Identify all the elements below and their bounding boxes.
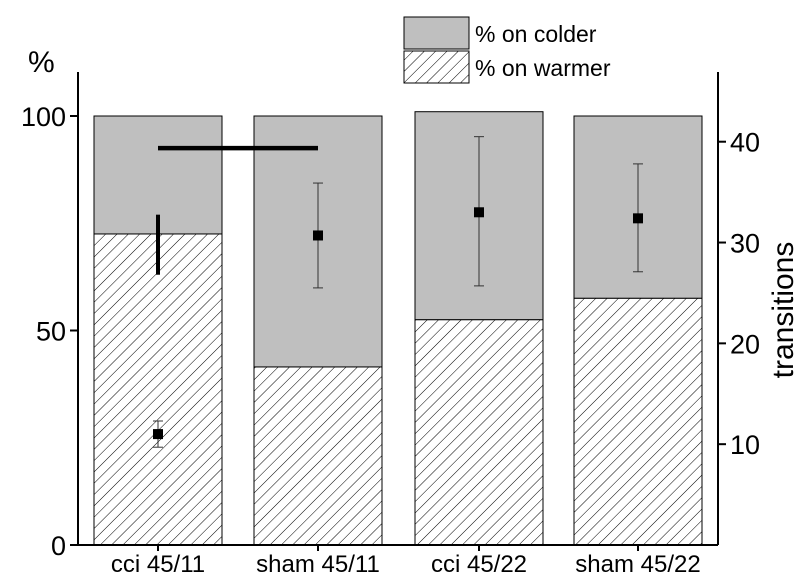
- bar-colder: [93, 115, 223, 235]
- left-axis-unit: %: [28, 46, 55, 79]
- bar-warmer: [93, 233, 223, 546]
- transition-marker: [313, 230, 323, 241]
- right-axis-title: transitions: [767, 242, 800, 379]
- right-tick-label: 20: [730, 329, 760, 359]
- legend-swatch-colder: [403, 16, 470, 50]
- right-tick-label: 30: [730, 229, 760, 259]
- legend-label-warmer: % on warmer: [475, 55, 611, 81]
- category-label: cci 45/22: [431, 551, 527, 578]
- left-tick-label: 100: [21, 102, 66, 132]
- legend-swatch-warmer: [403, 50, 470, 84]
- bar-warmer: [253, 366, 383, 546]
- transitions-layer: [153, 136, 643, 448]
- transition-marker: [474, 207, 484, 218]
- ticks-layer: 0 50 100 10 20 30 40 cci 45/11 sham 45/11 cci 45/…: [21, 102, 760, 578]
- axes-layer: [77, 72, 719, 546]
- legend-label-colder: % on colder: [475, 21, 597, 47]
- annotations-layer: [156, 145, 318, 275]
- transition-marker: [153, 429, 163, 440]
- legend: % on colder % on warmer: [403, 16, 611, 84]
- bar-warmer: [573, 297, 703, 546]
- category-label: sham 45/22: [575, 551, 700, 578]
- right-tick-label: 40: [730, 128, 760, 158]
- bar-warmer: [414, 319, 544, 546]
- transition-marker: [633, 213, 643, 224]
- left-tick-label: 0: [51, 531, 66, 561]
- category-label: cci 45/11: [111, 551, 205, 578]
- bars-layer: [93, 111, 703, 546]
- right-tick-label: 10: [730, 430, 760, 460]
- category-label: sham 45/11: [256, 551, 380, 578]
- left-tick-label: 50: [36, 317, 66, 347]
